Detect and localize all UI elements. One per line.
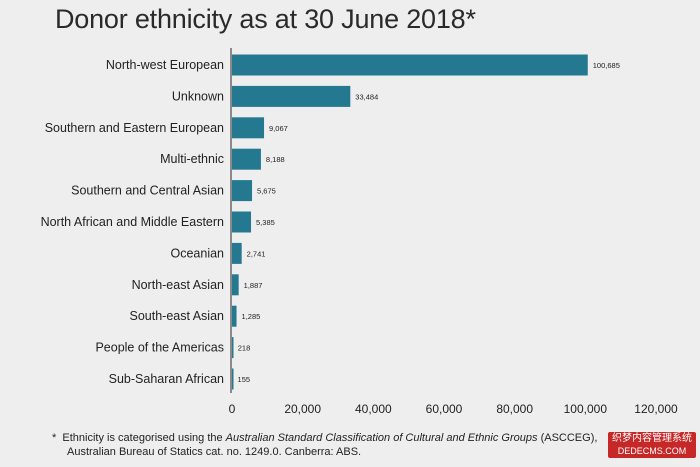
data-label: 1,887 [244,281,263,290]
data-label: 155 [238,375,251,384]
category-label: South-east Asian [129,309,224,323]
category-label: North-east Asian [132,278,224,292]
x-tick-label: 60,000 [426,402,463,416]
footnote-marker: * [52,432,57,444]
x-tick-label: 0 [229,402,236,416]
bar [232,305,237,327]
data-label: 2,741 [247,249,266,258]
data-label: 5,385 [256,218,275,227]
x-tick-label: 40,000 [355,402,392,416]
category-label: Oceanian [170,246,224,260]
watermark-line2: DEDECMS.COM [612,445,692,457]
x-tick-label: 20,000 [284,402,321,416]
category-label: Multi-ethnic [160,152,224,166]
bar [232,274,239,296]
chart-title: Donor ethnicity as at 30 June 2018* [55,4,476,34]
data-label: 218 [238,344,251,353]
category-label: People of the Americas [95,341,224,355]
data-label: 8,188 [266,155,285,164]
bar [232,368,234,390]
bar [232,180,253,202]
category-label: Sub-Saharan African [109,372,224,386]
data-label: 5,675 [257,187,276,196]
data-label: 1,285 [242,312,261,321]
footnote-text-after: (ASCCEG), [537,432,598,444]
watermark-line1: 织梦内容管理系统 [612,433,692,444]
category-label: Southern and Central Asian [71,184,224,198]
x-tick-label: 100,000 [564,402,608,416]
data-label: 100,685 [593,61,620,70]
bar [232,211,252,233]
footnote: * Ethnicity is categorised using the Aus… [52,431,597,459]
bar [232,337,234,359]
footnote-text-before: Ethnicity is categorised using the [62,432,226,444]
x-tick-label: 120,000 [634,402,678,416]
footnote-text-italic: Australian Standard Classification of Cu… [225,432,538,444]
watermark: 织梦内容管理系统 DEDECMS.COM [608,432,696,458]
bar [232,85,351,107]
footnote-line2: Australian Bureau of Statics cat. no. 12… [67,446,362,458]
data-label: 9,067 [269,124,288,133]
category-label: North African and Middle Eastern [41,215,224,229]
x-tick-label: 80,000 [496,402,533,416]
category-label: North-west European [106,58,224,72]
bar [232,54,588,76]
category-label: Unknown [172,89,224,103]
data-label: 33,484 [355,92,378,101]
category-label: Southern and Eastern European [45,121,224,135]
bar [232,117,265,139]
bar [232,148,261,170]
bar [232,242,242,264]
